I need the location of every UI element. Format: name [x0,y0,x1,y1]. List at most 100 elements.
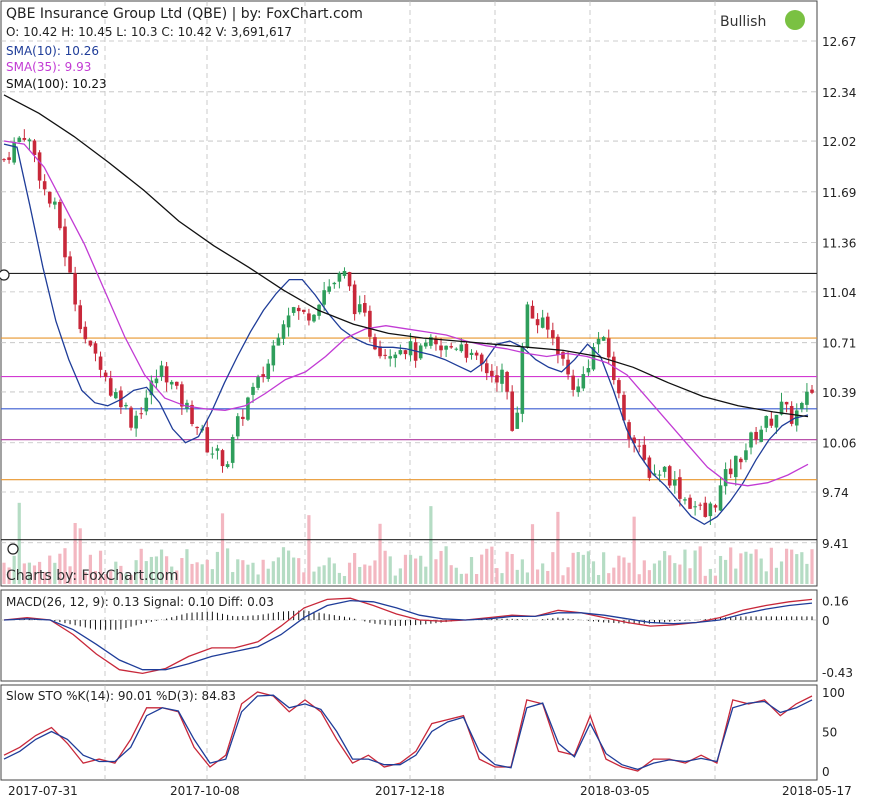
volume-bar [378,523,382,584]
volume-bar [220,513,225,584]
volume-bar [663,551,667,584]
volume-bar [591,561,596,584]
candle-body [429,337,433,346]
volume-bar [68,566,72,584]
candle-body [220,450,225,467]
volume-bar [281,547,286,584]
volume-bar [551,552,555,584]
candle-body [205,427,210,453]
stochastic-series [3,691,813,772]
line-handle-lower[interactable] [7,543,19,555]
candle-body [88,340,93,346]
volume-bar [98,550,103,584]
volume-bar [668,555,672,584]
candle-body [474,352,479,356]
volume-bar [810,549,814,584]
macd-series [3,597,813,675]
candle-body [332,282,337,285]
volume-bar [231,572,235,584]
volume-bar [622,557,626,584]
volume-bar [627,562,631,584]
price-y-tick: 12.02 [822,135,856,149]
candle-body [22,138,27,140]
candle-body [535,319,540,326]
candle-body [83,326,88,340]
candle-body [190,404,194,424]
candle-body [810,389,814,393]
candle-body [515,412,520,429]
volume-bar [180,558,184,584]
volume-bar [215,551,220,584]
volume-bar [607,573,611,584]
volume-bar [657,560,662,584]
macd-y-tick: 0.16 [822,595,849,609]
volume-bar [480,554,484,584]
volume-bar [332,563,336,584]
candle-body [571,375,575,390]
candle-body [251,386,255,395]
volume-bar [225,548,230,584]
volume-bar [475,574,479,584]
volume-bar [104,574,108,584]
candle-body [271,345,276,366]
volume-bar [637,574,641,584]
candle-body [241,416,245,420]
volume-bar [500,573,504,584]
candle-body [505,371,509,392]
volume-bar [373,560,377,584]
volume-bar [398,568,402,584]
volume-bar [632,516,636,584]
legend-sma35: SMA(35): 9.93 [6,60,91,74]
candle-body [403,350,408,355]
candle-body [53,201,57,205]
volume-bar [424,566,428,584]
volume-bar [37,561,42,584]
volume-bar [525,572,530,584]
volume-bar [286,550,291,584]
volume-bar [724,559,728,584]
volume-bar [429,506,433,584]
candle-body [58,201,62,229]
volume-bar [647,570,651,584]
support-resistance-lines [1,272,817,541]
candle-body [683,499,687,501]
sto-y-tick: 100 [822,686,845,700]
candle-body [195,426,199,429]
volume-bar [541,563,545,584]
volume-bar [774,567,779,584]
candle-body [525,304,530,348]
candle-body [256,377,260,388]
line-handle-upper[interactable] [0,269,10,281]
volume-bar [170,566,174,584]
candle-body [449,346,453,348]
candle-body [800,402,804,409]
price-y-tick: 10.06 [822,437,856,451]
x-tick-label: 2018-05-17 [782,784,852,798]
volume-bar [144,561,148,584]
candle-body [322,290,326,305]
volume-bar [530,524,535,584]
moving-average-series [3,94,809,526]
volume-bar [469,557,474,584]
candle-body [363,303,367,313]
volume-bar [363,564,367,584]
volume-bar [754,549,758,584]
candle-body [652,473,657,476]
volume-bar [175,570,179,584]
volume-bar [322,565,326,584]
candle-body [566,359,570,375]
candle-body [276,337,281,346]
volume-bar [596,574,601,584]
legend-sma10: SMA(10): 10.26 [6,44,99,58]
x-tick-label: 2018-03-05 [580,784,650,798]
x-tick-label: 2017-12-18 [375,784,445,798]
volume-bar [195,562,199,584]
candle-body [398,350,403,355]
candle-body [174,381,179,386]
candle-body [454,348,459,350]
volume-bar [266,568,270,584]
candle-body [551,330,555,339]
volume-bar [88,554,92,584]
candle-body [688,497,692,509]
candle-body [235,416,240,437]
